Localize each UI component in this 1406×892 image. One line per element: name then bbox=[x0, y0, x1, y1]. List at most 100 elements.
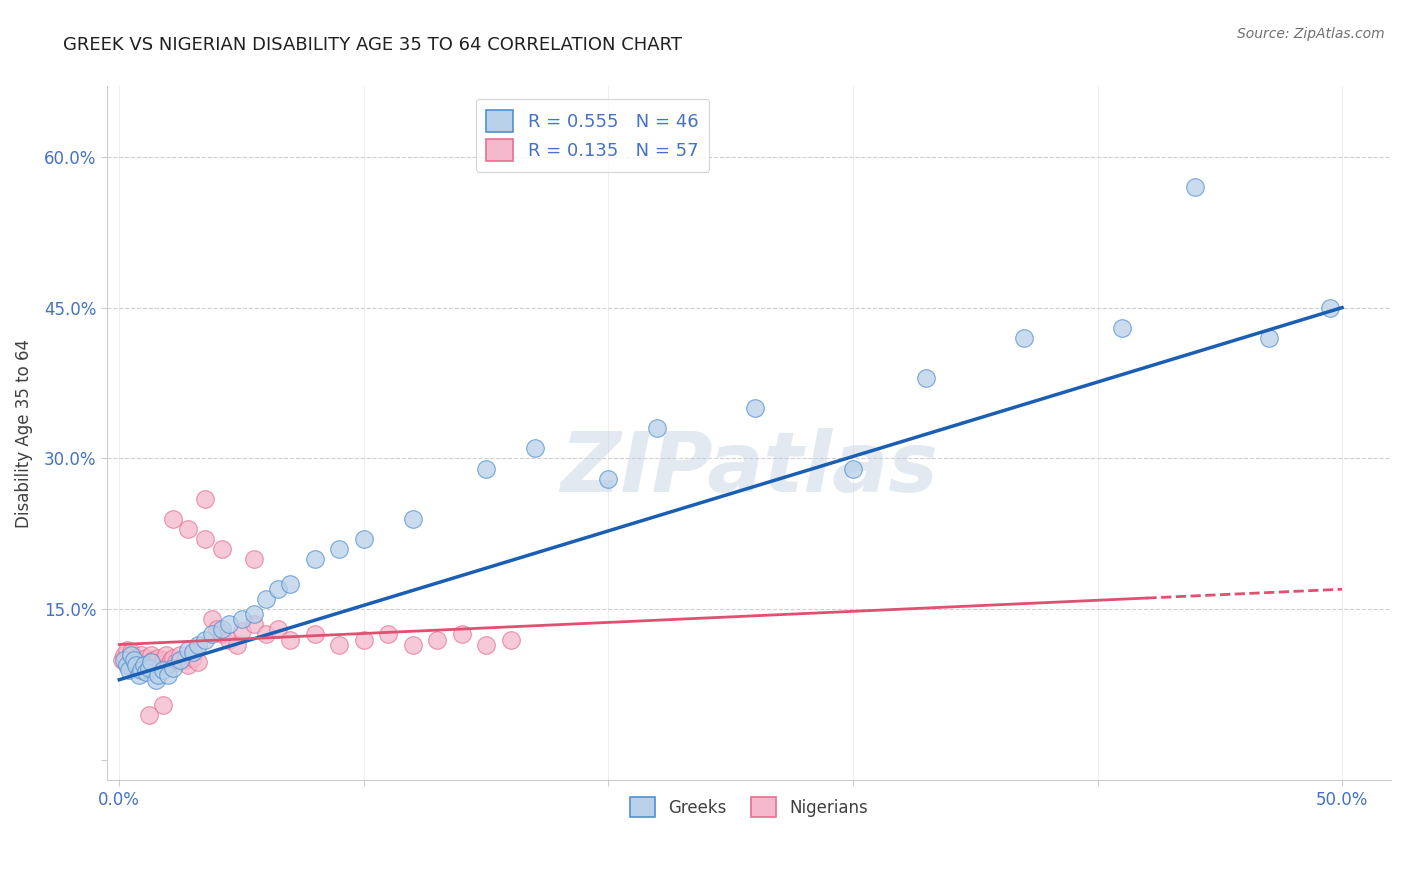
Point bbox=[304, 627, 326, 641]
Point bbox=[162, 650, 184, 665]
Point bbox=[177, 642, 200, 657]
Point bbox=[598, 472, 620, 486]
Point bbox=[842, 461, 865, 475]
Point bbox=[118, 663, 141, 677]
Point bbox=[148, 650, 170, 665]
Point bbox=[225, 638, 247, 652]
Point bbox=[132, 657, 155, 672]
Point bbox=[211, 541, 233, 556]
Y-axis label: Disability Age 35 to 64: Disability Age 35 to 64 bbox=[15, 339, 32, 528]
Point bbox=[211, 627, 233, 641]
Text: Source: ZipAtlas.com: Source: ZipAtlas.com bbox=[1237, 27, 1385, 41]
Point bbox=[1319, 301, 1341, 315]
Point bbox=[218, 632, 240, 647]
Point bbox=[475, 638, 498, 652]
Point bbox=[149, 657, 172, 672]
Point bbox=[148, 667, 170, 681]
Point bbox=[194, 632, 217, 647]
Point bbox=[152, 698, 174, 712]
Point bbox=[145, 655, 167, 669]
Point bbox=[177, 657, 200, 672]
Point bbox=[181, 650, 204, 665]
Point bbox=[254, 592, 277, 607]
Point bbox=[118, 657, 141, 672]
Point bbox=[475, 461, 498, 475]
Text: ZIPatlas: ZIPatlas bbox=[560, 427, 938, 508]
Legend: Greeks, Nigerians: Greeks, Nigerians bbox=[623, 790, 875, 824]
Point bbox=[242, 552, 264, 566]
Point bbox=[186, 655, 208, 669]
Point bbox=[115, 642, 138, 657]
Point bbox=[524, 442, 547, 456]
Point bbox=[135, 665, 157, 679]
Point bbox=[450, 627, 472, 641]
Point bbox=[194, 532, 217, 546]
Point bbox=[181, 644, 204, 658]
Point bbox=[280, 577, 302, 591]
Point bbox=[328, 541, 350, 556]
Point bbox=[121, 652, 143, 666]
Point bbox=[165, 655, 187, 669]
Point bbox=[304, 552, 326, 566]
Point bbox=[242, 607, 264, 622]
Point bbox=[125, 650, 148, 665]
Point bbox=[645, 421, 668, 435]
Point bbox=[142, 652, 165, 666]
Point bbox=[377, 627, 399, 641]
Point bbox=[211, 623, 233, 637]
Point bbox=[125, 657, 148, 672]
Point bbox=[152, 652, 174, 666]
Point bbox=[201, 612, 224, 626]
Point bbox=[138, 655, 160, 669]
Point bbox=[159, 652, 181, 666]
Point bbox=[915, 371, 938, 385]
Point bbox=[744, 401, 766, 416]
Point bbox=[353, 532, 375, 546]
Point bbox=[194, 491, 217, 506]
Point bbox=[174, 652, 197, 666]
Point bbox=[201, 627, 224, 641]
Point bbox=[177, 522, 200, 536]
Point bbox=[169, 652, 191, 666]
Point bbox=[231, 612, 253, 626]
Point bbox=[267, 582, 290, 597]
Point bbox=[138, 707, 160, 722]
Point bbox=[139, 655, 162, 669]
Point bbox=[115, 657, 138, 672]
Point bbox=[132, 652, 155, 666]
Point bbox=[122, 657, 145, 672]
Point bbox=[157, 657, 180, 672]
Point bbox=[205, 623, 228, 637]
Point bbox=[145, 673, 167, 687]
Point bbox=[426, 632, 449, 647]
Point bbox=[402, 512, 425, 526]
Point bbox=[231, 624, 253, 639]
Point bbox=[112, 648, 135, 662]
Point bbox=[157, 667, 180, 681]
Point bbox=[128, 655, 150, 669]
Point bbox=[1184, 180, 1206, 194]
Point bbox=[121, 644, 143, 658]
Point bbox=[267, 623, 290, 637]
Point bbox=[218, 617, 240, 632]
Point bbox=[1111, 320, 1133, 334]
Point bbox=[242, 617, 264, 632]
Text: GREEK VS NIGERIAN DISABILITY AGE 35 TO 64 CORRELATION CHART: GREEK VS NIGERIAN DISABILITY AGE 35 TO 6… bbox=[63, 36, 682, 54]
Point bbox=[254, 627, 277, 641]
Point bbox=[162, 660, 184, 674]
Point bbox=[122, 652, 145, 666]
Point bbox=[138, 660, 160, 674]
Point bbox=[1012, 331, 1035, 345]
Point bbox=[111, 652, 134, 666]
Point bbox=[152, 663, 174, 677]
Point bbox=[1257, 331, 1279, 345]
Point bbox=[402, 638, 425, 652]
Point bbox=[139, 648, 162, 662]
Point bbox=[129, 648, 152, 662]
Point bbox=[112, 652, 135, 666]
Point bbox=[129, 663, 152, 677]
Point bbox=[135, 650, 157, 665]
Point bbox=[132, 657, 155, 672]
Point bbox=[155, 648, 177, 662]
Point bbox=[128, 667, 150, 681]
